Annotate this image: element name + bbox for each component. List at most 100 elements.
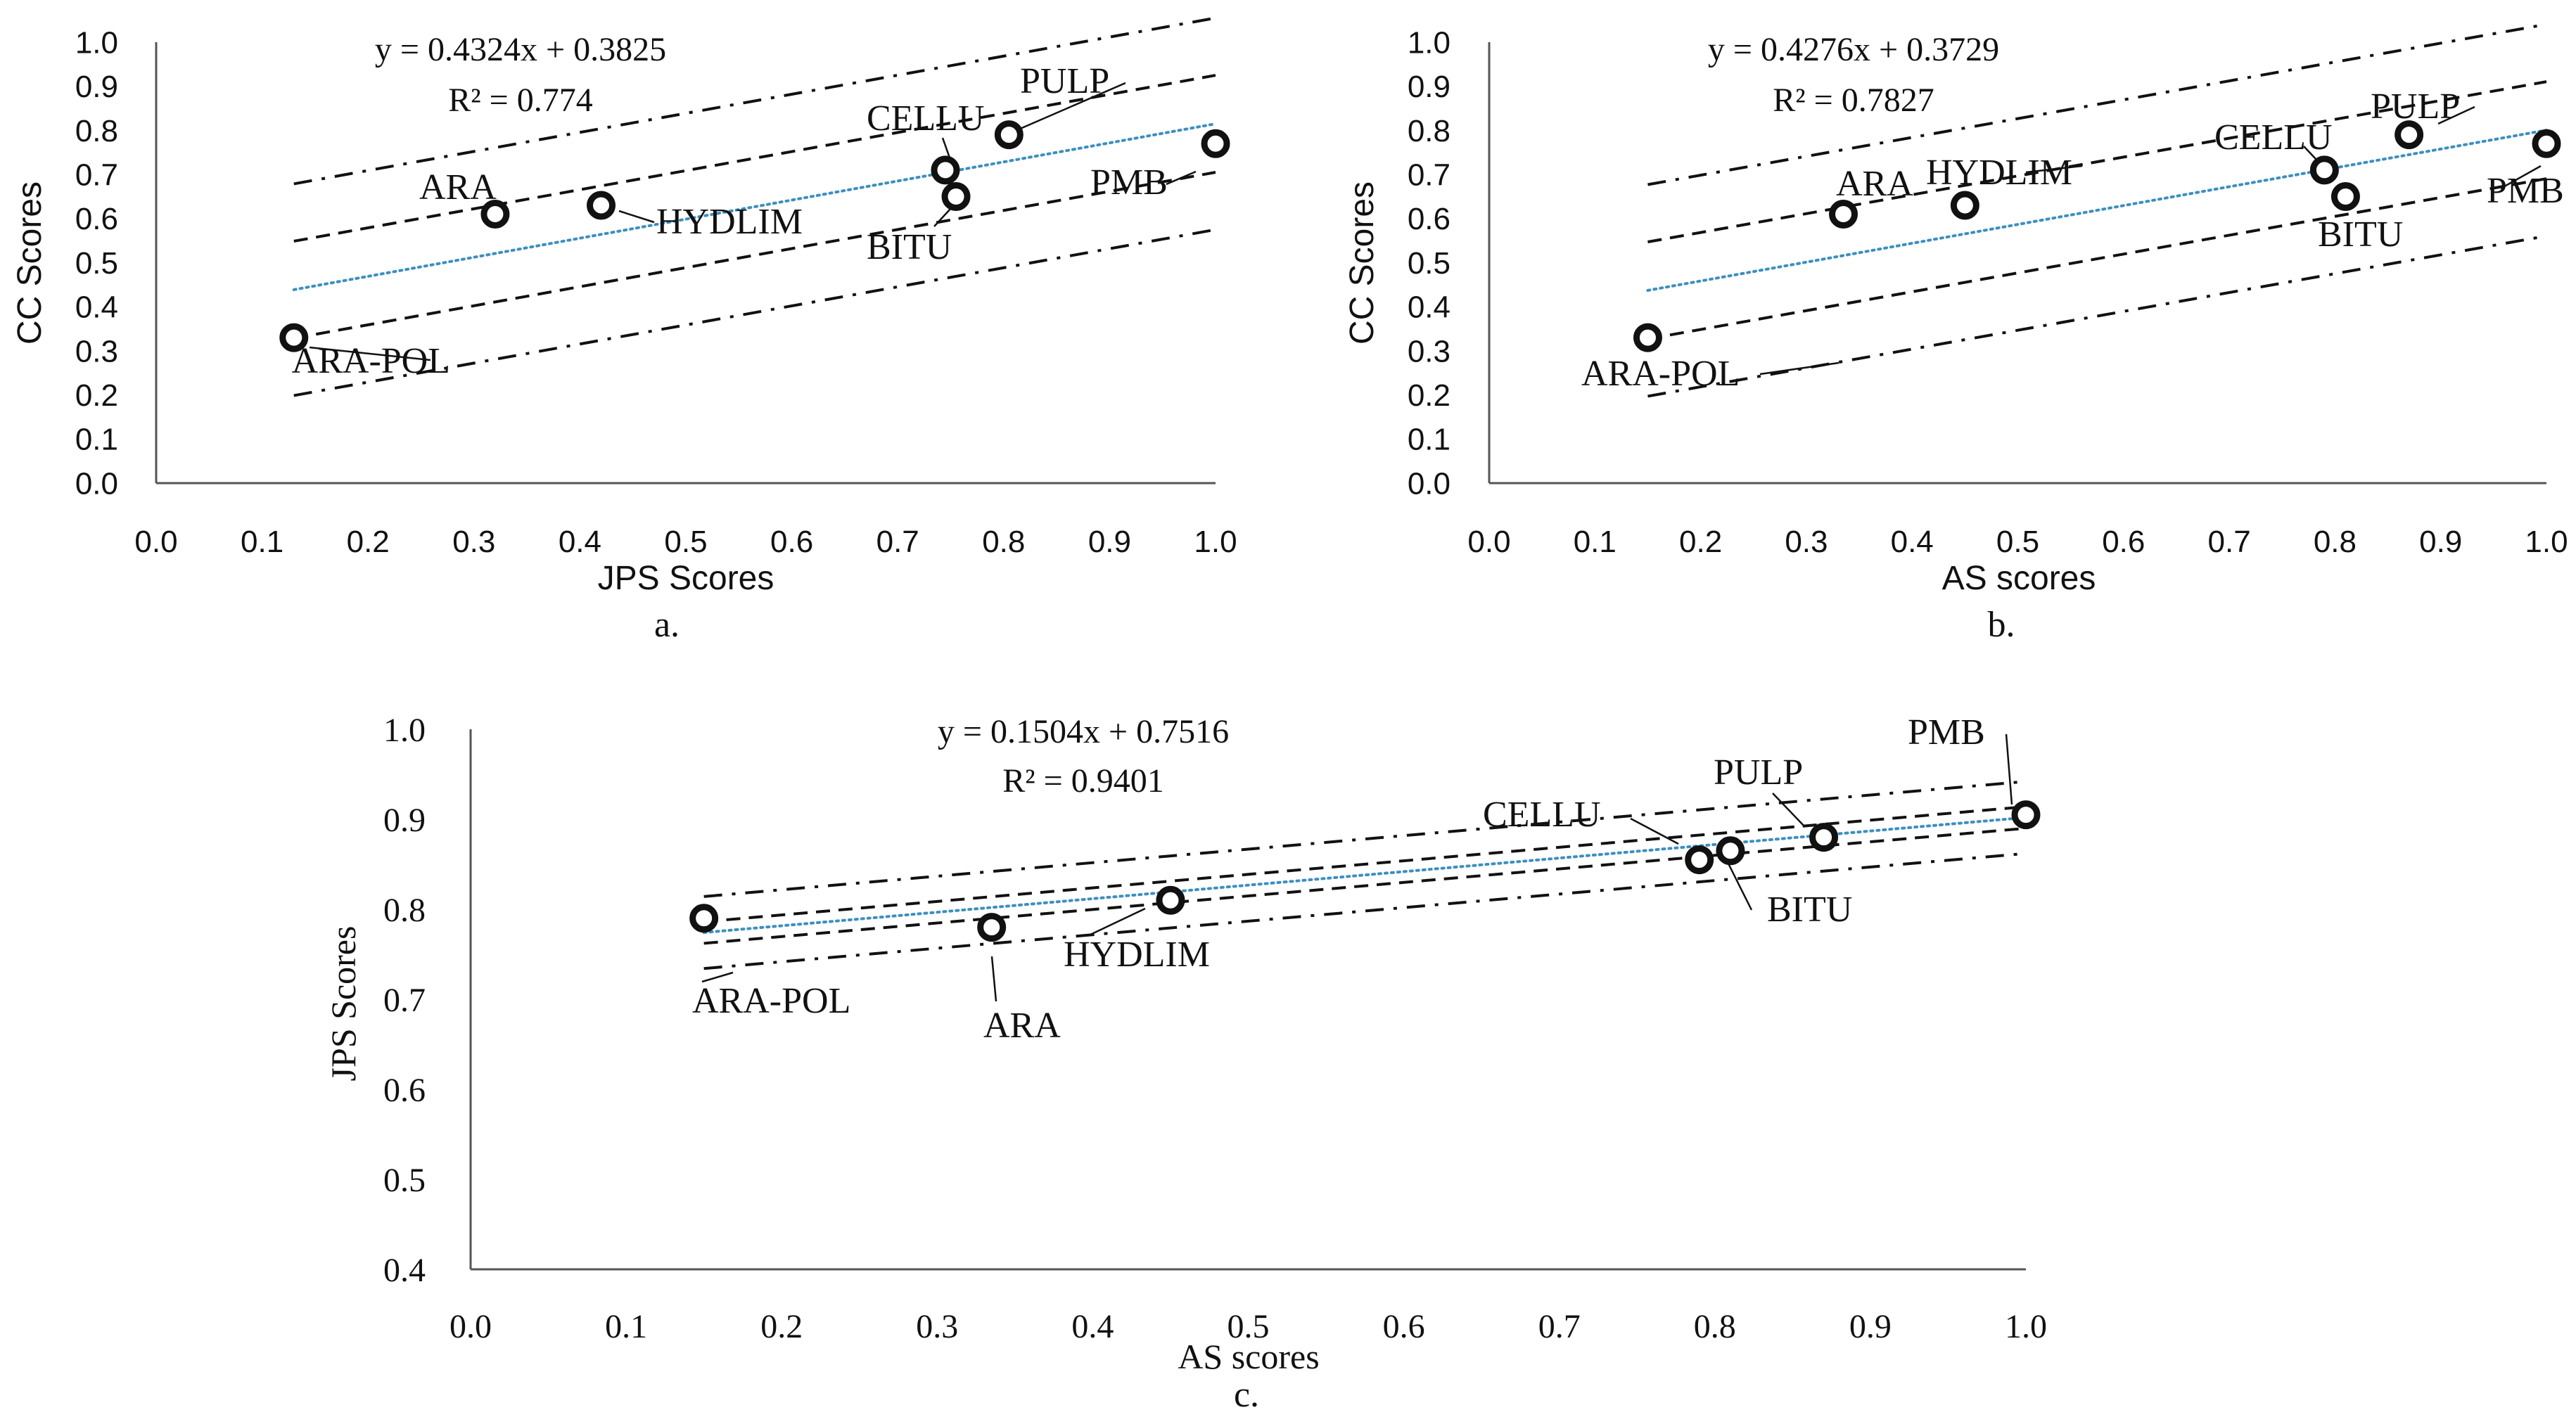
x-tick-label: 0.8: [1694, 1308, 1736, 1345]
y-tick-label: 0.4: [1408, 290, 1450, 325]
x-tick-label: 0.4: [559, 525, 601, 559]
y-tick-label: 0.1: [1408, 423, 1450, 457]
point-label-pmb: PMB: [1908, 712, 1985, 752]
leader-line-hydlim: [1088, 907, 1146, 937]
x-tick-label: 0.6: [2102, 525, 2145, 559]
x-tick-label: 0.5: [1228, 1308, 1270, 1345]
y-tick-label: 0.5: [75, 246, 118, 281]
point-label-bitu: BITU: [2318, 214, 2403, 255]
x-tick-label: 0.7: [876, 525, 919, 559]
y-tick-label: 0.8: [383, 892, 426, 929]
panel-label: c.: [1234, 1375, 1259, 1415]
x-tick-label: 0.3: [1785, 525, 1828, 559]
x-axis-title: AS scores: [1178, 1337, 1319, 1376]
x-tick-label: 0.9: [1849, 1308, 1892, 1345]
point-label-hydlim: HYDLIM: [1926, 153, 2072, 193]
confidence-band-lower: [1647, 177, 2547, 340]
x-tick-label: 0.9: [1088, 525, 1131, 559]
point-label-pulp: PULP: [1714, 752, 1803, 793]
data-point-pmb: [1201, 129, 1230, 158]
y-tick-label: 0.8: [1408, 114, 1450, 148]
data-point-bitu: [941, 181, 971, 211]
r-squared: R² = 0.9401: [1002, 762, 1163, 800]
y-tick-label: 0.9: [1408, 70, 1450, 104]
point-label-ara: ARA: [1836, 164, 1913, 204]
point-label-pmb: PMB: [1090, 162, 1168, 203]
leader-line-pulp: [1772, 793, 1806, 828]
x-tick-label: 1.0: [2005, 1308, 2047, 1345]
leader-line-ara: [990, 956, 997, 1002]
x-tick-label: 0.7: [2208, 525, 2251, 559]
y-tick-label: 0.6: [383, 1072, 426, 1109]
regression-equation: y = 0.1504x + 0.7516: [938, 713, 1229, 750]
leader-line-pulp: [2437, 105, 2475, 125]
x-tick-label: 0.1: [605, 1308, 647, 1345]
leader-line-ara-pol: [1759, 361, 1839, 376]
data-point-hydlim: [587, 191, 616, 220]
prediction-band-upper: [703, 780, 2027, 898]
confidence-band-lower: [703, 826, 2027, 945]
x-tick-label: 0.3: [916, 1308, 958, 1345]
y-tick-label: 0.2: [1408, 378, 1450, 413]
data-point-ara-pol: [689, 904, 719, 933]
x-tick-label: 0.5: [1996, 525, 2039, 559]
y-tick-label: 0.6: [75, 202, 118, 236]
leader-line-bitu: [1726, 860, 1753, 911]
x-tick-label: 0.2: [1679, 525, 1722, 559]
leader-line-ara-pol: [309, 346, 431, 361]
regression-equation: y = 0.4324x + 0.3825: [375, 31, 666, 68]
x-tick-label: 0.1: [1574, 525, 1617, 559]
panel-c-chart: 0.0 0.1 0.2 0.3 0.4 0.5 0.6 0.7 0.8 0.9 1.0 0.4 0.5 0…: [324, 712, 2047, 1415]
leader-line-pulp: [1018, 82, 1126, 131]
y-tick-label: 0.0: [75, 466, 118, 501]
data-point-ara-pol: [279, 323, 309, 352]
prediction-band-lower: [1647, 234, 2547, 398]
x-tick-label: 0.5: [664, 525, 707, 559]
regression-equation: y = 0.4276x + 0.3729: [1708, 31, 1999, 68]
point-label-ara: ARA: [419, 167, 497, 207]
y-axis-title: JPS Scores: [324, 926, 363, 1082]
y-axis-title: CC Scores: [1344, 181, 1381, 345]
data-point-ara: [480, 200, 510, 229]
data-point-ara: [1829, 200, 1858, 229]
r-squared: R² = 0.774: [448, 82, 592, 119]
y-tick-label: 0.3: [1408, 334, 1450, 368]
data-point-pulp: [994, 120, 1024, 150]
point-label-cellu: CELLU: [1483, 795, 1601, 835]
leader-line-ara-pol: [701, 971, 734, 983]
y-tick-label: 1.0: [383, 712, 426, 749]
y-tick-label: 0.7: [1408, 158, 1450, 193]
data-point-cellu: [1685, 845, 1714, 875]
point-label-hydlim: HYDLIM: [656, 202, 803, 242]
x-axis-title: AS scores: [1942, 560, 2096, 597]
y-tick-label: 0.9: [75, 70, 118, 104]
trend-line: [292, 122, 1217, 291]
leader-line-cellu: [2303, 146, 2316, 160]
y-tick-label: 0.9: [383, 802, 426, 839]
y-tick-label: 0.5: [1408, 246, 1450, 281]
leader-line-bitu: [933, 207, 952, 227]
point-label-hydlim: HYDLIM: [1064, 935, 1210, 975]
data-point-pulp: [1809, 823, 1839, 852]
trend-line: [702, 816, 2027, 935]
x-tick-label: 0.6: [1383, 1308, 1425, 1345]
r-squared: R² = 0.7827: [1773, 82, 1934, 119]
panel-label: a.: [654, 605, 680, 645]
y-tick-label: 0.2: [75, 378, 118, 413]
panel-label: b.: [1988, 605, 2015, 645]
point-label-pmb: PMB: [2487, 171, 2564, 211]
point-label-cellu: CELLU: [867, 98, 985, 139]
data-point-ara: [977, 913, 1007, 942]
trend-line: [1646, 129, 2548, 292]
prediction-band-lower: [703, 852, 2027, 970]
x-tick-label: 0.4: [1891, 525, 1934, 559]
x-tick-label: 0.4: [1071, 1308, 1114, 1345]
leader-line-hydlim: [2025, 165, 2083, 174]
point-label-bitu: BITU: [867, 227, 952, 267]
y-tick-label: 0.6: [1408, 202, 1450, 236]
x-tick-label: 0.1: [241, 525, 283, 559]
panel-a-chart: 0.0 0.1 0.2 0.3 0.4 0.5 0.6 0.7 0.8 0.9 1.0 0.0 0.1 0…: [11, 16, 1237, 645]
x-tick-label: 0.0: [1467, 525, 1510, 559]
data-point-bitu: [2330, 181, 2360, 211]
